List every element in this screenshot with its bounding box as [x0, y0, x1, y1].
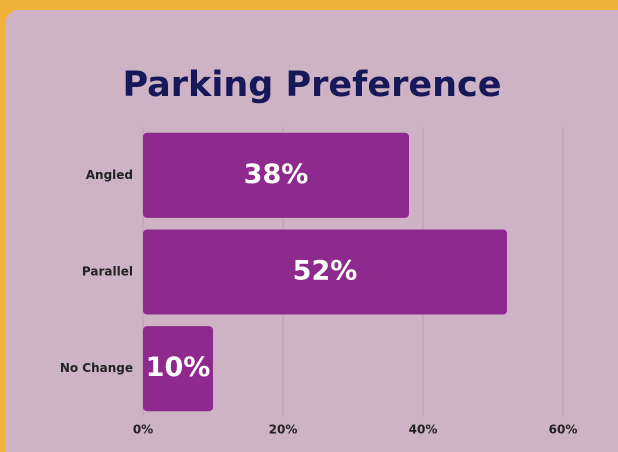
x-tick-label: 60% [549, 423, 578, 437]
y-tick-label: Parallel [82, 265, 133, 279]
x-tick-label: 20% [269, 423, 298, 437]
bar [143, 132, 409, 218]
value-label: 10% [146, 352, 211, 383]
y-tick-label: Angled [86, 168, 133, 182]
x-tick-label: 40% [409, 423, 438, 437]
bar [143, 326, 213, 412]
chart-title: Parking Preference [122, 65, 501, 105]
value-label: 38% [244, 159, 309, 190]
value-label: 52% [293, 256, 358, 287]
bar [143, 229, 507, 315]
x-tick-label: 0% [133, 423, 153, 437]
y-tick-label: No Change [60, 361, 133, 375]
